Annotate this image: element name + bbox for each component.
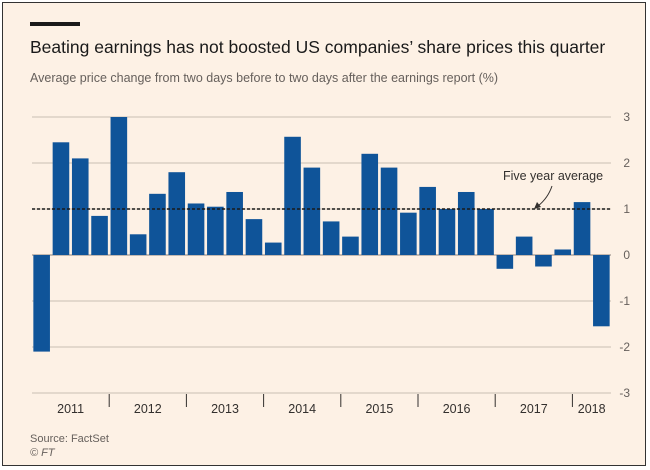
bar — [573, 202, 591, 255]
copyright-text: © FT — [30, 447, 55, 459]
bar — [33, 255, 50, 352]
x-tick-label: 2011 — [57, 402, 84, 416]
bar — [342, 236, 359, 255]
y-tick-label: 0 — [623, 248, 630, 262]
annotation-arrow — [537, 185, 553, 207]
annotation-arrowhead — [534, 202, 541, 209]
bar — [535, 255, 552, 267]
bar — [207, 206, 224, 255]
x-tick-label: 2012 — [134, 402, 162, 416]
bar — [515, 236, 533, 255]
bar — [226, 191, 243, 255]
y-tick-label: -1 — [619, 294, 630, 308]
bar — [457, 191, 475, 255]
chart-title: Beating earnings has not boosted US comp… — [30, 37, 606, 57]
bar — [419, 186, 436, 255]
annotation-bg — [492, 166, 612, 184]
bar — [245, 219, 263, 255]
bar — [91, 215, 108, 255]
y-tick-label: 2 — [623, 156, 630, 170]
bar — [593, 255, 610, 327]
x-tick-label: 2015 — [365, 402, 393, 416]
chart-subtitle: Average price change from two days befor… — [30, 71, 499, 85]
ft-accent-bar — [30, 22, 80, 26]
bar — [438, 209, 456, 255]
average-annotation: Five year average — [503, 169, 603, 183]
source-text: Source: FactSet — [30, 433, 109, 445]
bar — [187, 203, 205, 255]
bar — [129, 234, 147, 255]
x-tick-label: 2017 — [520, 402, 548, 416]
bar — [71, 158, 89, 255]
bar — [554, 249, 572, 255]
bar — [361, 153, 379, 255]
bar — [322, 221, 340, 255]
bar — [284, 136, 301, 255]
chart-frame: Beating earnings has not boosted US comp… — [2, 2, 646, 466]
y-tick-label: -2 — [619, 340, 630, 354]
bar — [149, 193, 166, 255]
x-tick-label: 2013 — [211, 402, 239, 416]
y-tick-label: 3 — [623, 110, 630, 124]
bar — [477, 209, 494, 255]
bar — [264, 242, 282, 255]
bar — [400, 212, 417, 255]
y-tick-label: 1 — [623, 202, 630, 216]
x-tick-label: 2018 — [578, 402, 606, 416]
bar — [110, 117, 128, 255]
source-note: Source: FactSet © FT — [30, 432, 109, 460]
bar — [380, 167, 398, 255]
bar — [168, 172, 186, 255]
x-tick-label: 2014 — [288, 402, 316, 416]
bar — [303, 167, 321, 255]
bar — [52, 142, 70, 255]
y-tick-label: -3 — [619, 386, 630, 400]
bar — [496, 255, 514, 269]
x-tick-label: 2016 — [443, 402, 471, 416]
